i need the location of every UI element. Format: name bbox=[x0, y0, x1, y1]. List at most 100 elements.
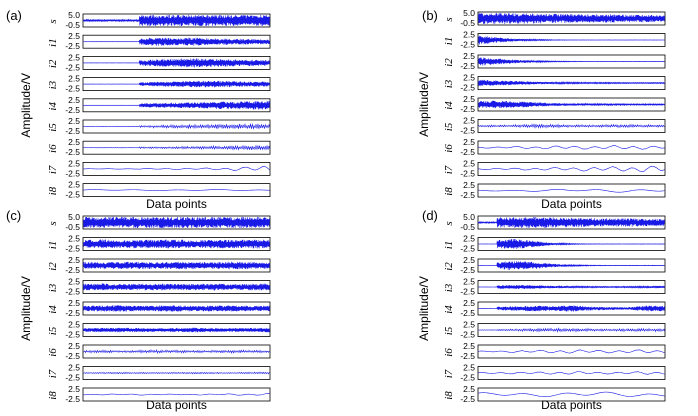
panel-letter: (c) bbox=[6, 208, 21, 223]
series-row-i5: i5 2.5-2.5 bbox=[47, 320, 271, 340]
y-tick-label-bottom: -2.5 bbox=[65, 351, 80, 361]
signal-trace bbox=[83, 101, 270, 110]
y-tick-label-bottom: -2.5 bbox=[65, 168, 80, 178]
signal-trace bbox=[83, 371, 270, 375]
series-label: s bbox=[47, 221, 59, 225]
series-label: i3 bbox=[443, 283, 455, 292]
series-label: s bbox=[443, 221, 455, 225]
y-tick-label-bottom: -2.5 bbox=[460, 83, 475, 93]
signal-trace bbox=[83, 216, 270, 229]
series-label: i1 bbox=[47, 241, 59, 250]
series-row-i1: i1 2.5-2.5 bbox=[47, 234, 271, 254]
y-tick-label-bottom: -2.5 bbox=[65, 41, 80, 51]
series-label: i6 bbox=[47, 348, 59, 357]
y-tick-label-bottom: -0.5 bbox=[65, 222, 80, 232]
series-row-i1: i1 2.5-2.5 bbox=[443, 30, 666, 50]
series-label: i8 bbox=[47, 186, 59, 195]
series-row-i3: i3 2.5-2.5 bbox=[443, 277, 666, 297]
y-axis-title: Amplitude/V bbox=[417, 276, 431, 341]
y-tick-label-top: 2.5 bbox=[463, 298, 475, 308]
plot-frame bbox=[477, 387, 666, 402]
y-tick-label-top: 2.5 bbox=[463, 137, 475, 147]
series-row-i6: i6 2.5-2.5 bbox=[443, 137, 666, 157]
y-tick-label-bottom: -2.5 bbox=[65, 62, 80, 72]
signal-trace bbox=[478, 327, 665, 333]
series-row-i5: i5 2.5-2.5 bbox=[443, 116, 666, 136]
y-tick-label-top: 2.5 bbox=[463, 255, 475, 265]
y-tick-label-top: 2.5 bbox=[68, 341, 80, 351]
series-row-i2: i2 2.5-2.5 bbox=[443, 51, 666, 71]
y-tick-label-top: 2.5 bbox=[68, 384, 80, 394]
signal-trace bbox=[83, 283, 270, 291]
series-label: s bbox=[443, 17, 455, 21]
y-tick-label-top: 2.5 bbox=[68, 52, 80, 62]
signal-trace bbox=[83, 144, 270, 151]
y-tick-label-top: 2.5 bbox=[463, 320, 475, 330]
panel-c: (c)Amplitude/Vs5.0-0.5i12.5-2.5i22.5-2.5… bbox=[6, 208, 271, 412]
series-row-i7: i7 2.5-2.5 bbox=[443, 159, 666, 179]
series-label: i6 bbox=[443, 348, 455, 357]
signal-trace bbox=[478, 261, 665, 270]
signal-trace bbox=[83, 14, 270, 27]
x-axis-title: Data points bbox=[146, 197, 207, 211]
y-tick-label-bottom: -2.5 bbox=[460, 126, 475, 136]
signal-trace bbox=[478, 391, 665, 398]
series-label: i1 bbox=[47, 38, 59, 47]
signal-trace bbox=[83, 239, 270, 249]
series-row-s: s 5.0-0.5 bbox=[47, 212, 271, 232]
series-label: i4 bbox=[47, 102, 59, 111]
series-label: i5 bbox=[443, 326, 455, 335]
series-label: i3 bbox=[47, 283, 59, 292]
signal-trace bbox=[478, 305, 665, 312]
y-axis-title: Amplitude/V bbox=[19, 73, 33, 138]
series-row-i4: i4 2.5-2.5 bbox=[443, 94, 666, 114]
series-label: i5 bbox=[443, 122, 455, 131]
y-tick-label-top: 2.5 bbox=[68, 234, 80, 244]
plot-frame bbox=[82, 119, 271, 134]
signal-trace bbox=[83, 58, 270, 68]
series-row-i7: i7 2.5-2.5 bbox=[443, 363, 666, 383]
panel-letter: (b) bbox=[422, 8, 438, 23]
signal-trace bbox=[478, 349, 665, 354]
signal-trace bbox=[478, 189, 665, 193]
series-label: s bbox=[47, 19, 59, 23]
y-tick-label-bottom: -2.5 bbox=[460, 351, 475, 361]
y-tick-label-bottom: -2.5 bbox=[65, 265, 80, 275]
y-tick-label-top: 2.5 bbox=[68, 320, 80, 330]
y-tick-label-bottom: -2.5 bbox=[460, 287, 475, 297]
y-tick-label-top: 2.5 bbox=[463, 180, 475, 190]
y-tick-label-top: 2.5 bbox=[463, 30, 475, 40]
x-axis-title: Data points bbox=[146, 398, 207, 412]
y-tick-label-bottom: -2.5 bbox=[460, 265, 475, 275]
signal-trace bbox=[478, 12, 665, 25]
y-tick-label-top: 2.5 bbox=[463, 159, 475, 169]
panel-d: (d)Amplitude/Vs5.0-0.5i12.5-2.5i22.5-2.5… bbox=[417, 208, 666, 412]
y-tick-label-top: 2.5 bbox=[463, 51, 475, 61]
series-label: i7 bbox=[47, 369, 59, 378]
plot-frame bbox=[82, 140, 271, 155]
signal-trace bbox=[478, 165, 665, 172]
series-label: i1 bbox=[443, 37, 455, 46]
series-row-i3: i3 2.5-2.5 bbox=[47, 277, 271, 297]
series-label: i4 bbox=[443, 101, 455, 110]
series-row-i5: i5 2.5-2.5 bbox=[443, 320, 666, 340]
series-row-i7: i7 2.5-2.5 bbox=[47, 363, 271, 383]
y-tick-label-top: 2.5 bbox=[68, 180, 80, 190]
y-tick-label-bottom: -2.5 bbox=[460, 308, 475, 318]
signal-trace bbox=[83, 261, 270, 270]
y-tick-label-bottom: -0.5 bbox=[460, 18, 475, 28]
y-tick-label-bottom: -2.5 bbox=[65, 394, 80, 404]
series-row-i6: i6 2.5-2.5 bbox=[47, 137, 271, 157]
series-label: i8 bbox=[443, 391, 455, 400]
y-tick-label-top: 2.5 bbox=[68, 137, 80, 147]
signal-trace bbox=[83, 393, 270, 396]
signal-trace bbox=[478, 35, 665, 45]
series-row-i3: i3 2.5-2.5 bbox=[443, 73, 666, 93]
series-label: i8 bbox=[443, 187, 455, 196]
y-tick-label-bottom: -2.5 bbox=[65, 330, 80, 340]
series-label: i3 bbox=[47, 80, 59, 89]
x-axis-title: Data points bbox=[541, 197, 602, 211]
series-row-i8: i8 2.5-2.5 bbox=[443, 384, 666, 404]
y-tick-label-top: 2.5 bbox=[463, 384, 475, 394]
series-label: i2 bbox=[47, 262, 59, 271]
